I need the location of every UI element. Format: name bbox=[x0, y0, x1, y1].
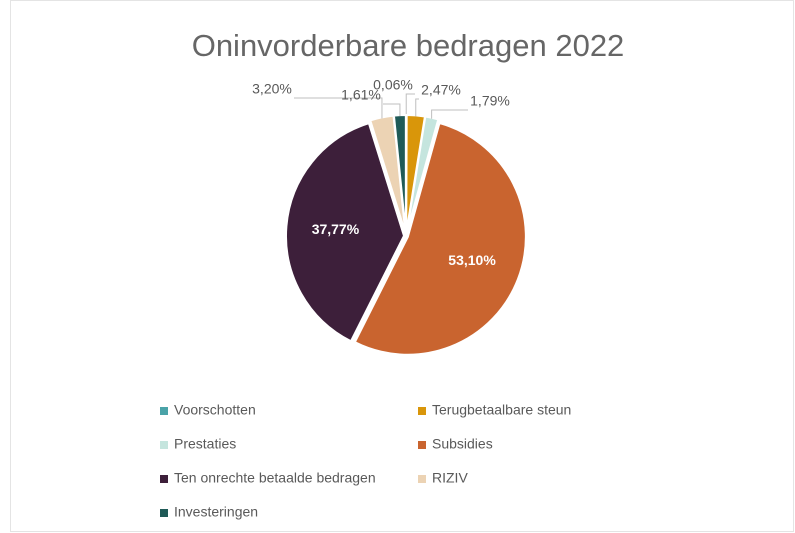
pie-slice bbox=[285, 121, 406, 343]
legend-swatch bbox=[418, 441, 426, 449]
legend-swatch bbox=[160, 509, 168, 517]
data-label: 37,77% bbox=[312, 221, 360, 237]
data-label: 2,47% bbox=[421, 82, 461, 98]
legend-label: Ten onrechte betaalde bedragen bbox=[174, 470, 376, 486]
legend-label: Terugbetaalbare steun bbox=[432, 402, 571, 418]
legend-swatch bbox=[160, 441, 168, 449]
legend-label: Voorschotten bbox=[174, 402, 256, 418]
chart-frame bbox=[10, 0, 794, 532]
chart-title: Oninvorderbare bedragen 2022 bbox=[192, 28, 625, 63]
leader-line bbox=[405, 93, 415, 117]
data-label: 1,61% bbox=[341, 87, 381, 103]
data-label: 0,06% bbox=[373, 77, 413, 93]
leader-line bbox=[415, 98, 419, 117]
legend-swatch bbox=[418, 407, 426, 415]
legend-label: Subsidies bbox=[432, 436, 493, 452]
data-label: 3,20% bbox=[252, 81, 292, 97]
legend-swatch bbox=[160, 407, 168, 415]
pie-slice bbox=[353, 121, 527, 356]
legend-label: RIZIV bbox=[432, 470, 468, 486]
legend-swatch bbox=[418, 475, 426, 483]
leader-line bbox=[383, 103, 401, 117]
legend-label: Prestaties bbox=[174, 436, 236, 452]
leader-line bbox=[431, 109, 468, 119]
leader-line bbox=[294, 97, 383, 119]
data-label: 1,79% bbox=[470, 93, 510, 109]
legend-swatch bbox=[160, 475, 168, 483]
legend-label: Investeringen bbox=[174, 504, 258, 520]
data-label: 53,10% bbox=[448, 252, 496, 268]
